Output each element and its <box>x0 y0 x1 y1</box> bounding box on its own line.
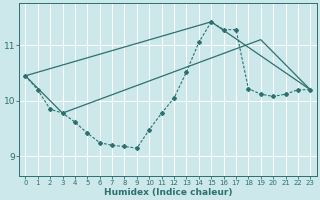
X-axis label: Humidex (Indice chaleur): Humidex (Indice chaleur) <box>104 188 232 197</box>
